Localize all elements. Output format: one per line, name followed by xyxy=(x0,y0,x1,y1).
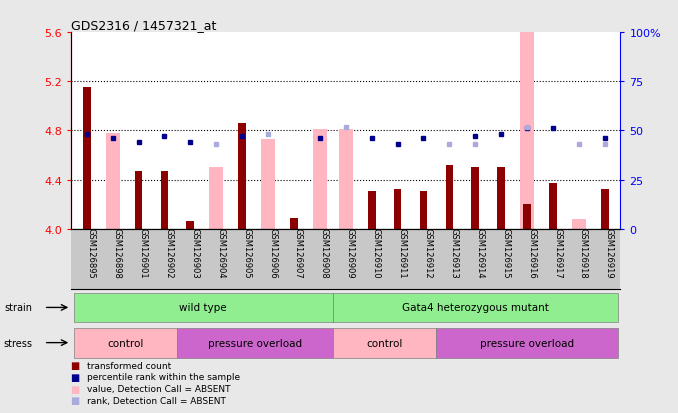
Text: ■: ■ xyxy=(70,384,79,394)
Bar xyxy=(420,191,427,229)
Text: ■: ■ xyxy=(70,361,79,370)
Bar xyxy=(74,328,178,358)
Text: Gata4 heterozygous mutant: Gata4 heterozygous mutant xyxy=(402,303,549,313)
Text: stress: stress xyxy=(4,338,33,348)
Bar xyxy=(338,130,353,229)
Bar xyxy=(238,124,246,229)
Bar xyxy=(549,184,557,229)
Bar xyxy=(572,219,586,229)
Text: value, Detection Call = ABSENT: value, Detection Call = ABSENT xyxy=(87,384,231,393)
Bar xyxy=(135,171,142,229)
Text: GDS2316 / 1457321_at: GDS2316 / 1457321_at xyxy=(71,19,216,32)
Text: control: control xyxy=(107,338,144,348)
Text: ■: ■ xyxy=(70,372,79,382)
Bar xyxy=(261,140,275,229)
Bar xyxy=(601,190,609,229)
Text: rank, Detection Call = ABSENT: rank, Detection Call = ABSENT xyxy=(87,396,226,405)
Bar xyxy=(209,168,223,229)
Bar xyxy=(367,191,376,229)
Bar xyxy=(106,133,120,229)
Bar xyxy=(74,293,333,323)
Bar xyxy=(523,205,531,229)
Bar xyxy=(333,293,618,323)
Bar xyxy=(471,168,479,229)
Text: pressure overload: pressure overload xyxy=(208,338,302,348)
Bar xyxy=(313,130,327,229)
Bar xyxy=(83,88,91,229)
Bar xyxy=(186,222,194,229)
Text: ■: ■ xyxy=(70,395,79,405)
Bar xyxy=(394,190,401,229)
Text: pressure overload: pressure overload xyxy=(480,338,574,348)
Text: percentile rank within the sample: percentile rank within the sample xyxy=(87,373,240,382)
Bar xyxy=(178,328,333,358)
Bar xyxy=(498,168,505,229)
Bar xyxy=(520,33,534,229)
Bar xyxy=(437,328,618,358)
Text: wild type: wild type xyxy=(180,303,227,313)
Text: transformed count: transformed count xyxy=(87,361,171,370)
Text: strain: strain xyxy=(5,303,33,313)
Bar xyxy=(333,328,437,358)
Bar xyxy=(445,166,454,229)
Bar xyxy=(161,171,168,229)
Bar xyxy=(290,218,298,229)
Text: control: control xyxy=(366,338,403,348)
